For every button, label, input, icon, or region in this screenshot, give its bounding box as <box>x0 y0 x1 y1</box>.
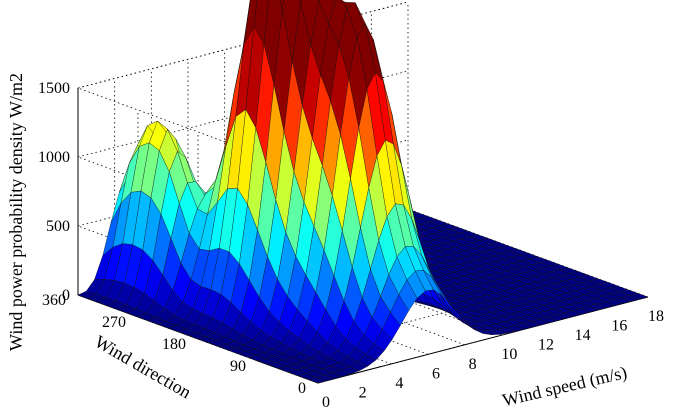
x-tick-label: 12 <box>538 337 554 354</box>
y-tick-label: 90 <box>230 358 246 375</box>
y-tick-label: 270 <box>102 314 126 331</box>
z-tick-label: 1000 <box>38 149 70 166</box>
x-tick-label: 14 <box>575 327 591 344</box>
z-tick-label: 500 <box>46 218 70 235</box>
x-tick-label: 6 <box>432 365 440 382</box>
surface-patch <box>279 0 284 11</box>
y-tick-label: 0 <box>298 380 306 397</box>
z-axis-label: Wind power probability density W/m2 <box>6 73 26 351</box>
y-tick-label: 360 <box>42 292 66 309</box>
x-tick-label: 4 <box>395 375 403 392</box>
x-tick-label: 8 <box>469 356 477 373</box>
x-tick-label: 18 <box>648 308 664 325</box>
surface-patch <box>243 0 258 45</box>
z-tick-label: 0 <box>62 287 70 304</box>
x-tick-label: 0 <box>322 394 330 411</box>
surface-mesh <box>77 0 649 384</box>
x-tick-label: 10 <box>501 346 517 363</box>
z-tick-label: 1500 <box>38 80 70 97</box>
surface-patch <box>629 293 649 300</box>
x-tick-label: 16 <box>611 318 627 335</box>
x-axis-label: Wind speed (m/s) <box>500 362 629 411</box>
y-tick-label: 180 <box>162 336 186 353</box>
x-tick-label: 2 <box>359 384 367 401</box>
